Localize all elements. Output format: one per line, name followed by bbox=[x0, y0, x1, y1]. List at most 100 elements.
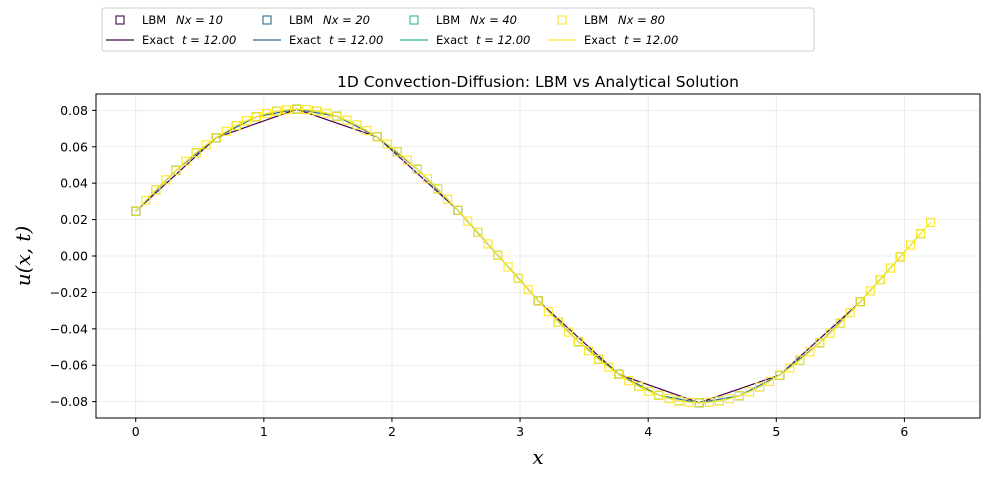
x-tick-label: 1 bbox=[260, 424, 268, 439]
lbm-point-nx80 bbox=[332, 111, 342, 121]
lbm-point-nx80 bbox=[684, 397, 694, 407]
legend-label: LBM bbox=[142, 13, 166, 27]
y-tick-label: 0.02 bbox=[60, 212, 88, 227]
lbm-point-nx80 bbox=[231, 121, 241, 131]
lbm-point-nx80 bbox=[362, 126, 372, 136]
lbm-point-nx80 bbox=[443, 194, 453, 204]
lbm-point-nx80 bbox=[835, 318, 845, 328]
legend-math: t = 12.00 bbox=[624, 33, 678, 47]
lbm-point-nx80 bbox=[191, 148, 201, 158]
series-layer bbox=[131, 104, 936, 408]
legend-math: t = 12.00 bbox=[329, 33, 383, 47]
lbm-point-nx80 bbox=[161, 175, 171, 185]
lbm-point-nx80 bbox=[734, 391, 745, 401]
legend-marker-nx40 bbox=[409, 15, 419, 25]
lbm-point-nx80 bbox=[694, 398, 704, 408]
lbm-point-nx80 bbox=[875, 274, 885, 285]
lbm-point-nx80 bbox=[463, 216, 473, 226]
lbm-point-nx80 bbox=[583, 346, 594, 356]
lbm-point-nx80 bbox=[453, 205, 463, 215]
lbm-point-nx80 bbox=[845, 308, 855, 318]
y-tick-label: −0.02 bbox=[50, 285, 88, 300]
lbm-point-nx80 bbox=[926, 217, 936, 227]
lbm-point-nx80 bbox=[543, 307, 553, 317]
lbm-point-nx80 bbox=[905, 240, 916, 250]
legend-label: LBM bbox=[289, 13, 313, 27]
legend-label: Exact bbox=[584, 33, 616, 47]
x-tick-label: 5 bbox=[772, 424, 780, 439]
lbm-point-nx80 bbox=[624, 376, 634, 386]
lbm-point-nx80 bbox=[282, 105, 292, 115]
lbm-point-nx80 bbox=[292, 104, 302, 114]
lbm-point-nx80 bbox=[724, 394, 734, 404]
y-tick-label: 0.08 bbox=[60, 103, 88, 118]
lbm-point-nx80 bbox=[141, 195, 151, 205]
lbm-point-nx80 bbox=[211, 133, 221, 143]
lbm-point-nx80 bbox=[855, 297, 865, 307]
lbm-point-nx80 bbox=[372, 132, 382, 142]
lbm-point-nx80 bbox=[523, 285, 533, 295]
lbm-point-nx80 bbox=[302, 105, 312, 115]
x-tick-label: 6 bbox=[900, 424, 908, 439]
lbm-point-nx80 bbox=[885, 263, 895, 273]
lbm-point-nx80 bbox=[795, 355, 805, 365]
lbm-point-nx80 bbox=[483, 239, 493, 249]
lbm-point-nx80 bbox=[181, 156, 191, 166]
lbm-point-nx80 bbox=[815, 338, 825, 348]
lbm-point-nx80 bbox=[895, 252, 905, 262]
lbm-point-nx80 bbox=[704, 397, 714, 407]
lbm-point-nx80 bbox=[241, 116, 251, 126]
y-tick-label: 0.04 bbox=[60, 176, 88, 191]
y-axis-label: u(x, t) bbox=[11, 226, 35, 287]
chart-title: 1D Convection-Diffusion: LBM vs Analytic… bbox=[337, 73, 739, 91]
lbm-point-nx80 bbox=[261, 108, 272, 119]
lbm-point-nx80 bbox=[422, 174, 433, 184]
lbm-point-nx80 bbox=[775, 370, 785, 380]
legend-label: Exact bbox=[289, 33, 321, 47]
legend-marker-nx80 bbox=[557, 15, 567, 25]
y-tick-label: 0.00 bbox=[60, 249, 88, 264]
lbm-point-nx80 bbox=[765, 376, 775, 386]
lbm-point-nx80 bbox=[131, 206, 141, 216]
lbm-point-nx80 bbox=[251, 112, 262, 122]
y-tick-label: −0.08 bbox=[50, 394, 88, 409]
legend-label: LBM bbox=[584, 13, 608, 27]
legend-math: t = 12.00 bbox=[476, 33, 530, 47]
lbm-point-nx80 bbox=[644, 386, 654, 396]
lbm-point-nx80 bbox=[533, 296, 543, 306]
lbm-point-nx80 bbox=[654, 390, 664, 400]
y-tick-label: 0.06 bbox=[60, 139, 88, 154]
x-tick-label: 3 bbox=[516, 424, 524, 439]
lbm-point-nx80 bbox=[865, 286, 875, 296]
lbm-point-nx80 bbox=[221, 126, 231, 136]
lbm-point-nx80 bbox=[342, 115, 352, 125]
x-tick-label: 2 bbox=[388, 424, 396, 439]
legend-math: Nx = 40 bbox=[470, 13, 517, 27]
lbm-point-nx80 bbox=[916, 229, 926, 239]
lbm-point-nx80 bbox=[322, 108, 332, 118]
legend-marker-nx10 bbox=[115, 15, 125, 25]
lbm-point-nx80 bbox=[714, 396, 724, 406]
legend-marker-nx20 bbox=[262, 15, 272, 25]
lbm-point-nx80 bbox=[755, 382, 765, 392]
lbm-point-nx80 bbox=[352, 120, 362, 130]
ticks-layer: 0 1 2 3 4 5 6 −0.08 −0.06 −0.04 −0.02 0.00 0.02 0.04 0… bbox=[50, 103, 909, 439]
exact-line-nx80 bbox=[135, 108, 932, 404]
lbm-point-nx80 bbox=[412, 164, 423, 174]
lbm-point-nx80 bbox=[604, 362, 614, 372]
lbm-point-nx80 bbox=[513, 273, 523, 283]
lbm-point-nx80 bbox=[151, 185, 161, 195]
lbm-point-nx80 bbox=[785, 363, 795, 373]
lbm-point-nx80 bbox=[573, 337, 584, 347]
lbm-point-nx80 bbox=[392, 147, 402, 157]
x-tick-label: 4 bbox=[644, 424, 652, 439]
legend-label: LBM bbox=[436, 13, 460, 27]
lbm-point-nx80 bbox=[312, 106, 322, 116]
lbm-point-nx80 bbox=[493, 250, 503, 260]
lbm-point-nx80 bbox=[171, 165, 181, 175]
legend-math: Nx = 20 bbox=[323, 13, 370, 27]
lbm-point-nx80 bbox=[503, 262, 513, 272]
lbm-point-nx80 bbox=[433, 184, 443, 194]
